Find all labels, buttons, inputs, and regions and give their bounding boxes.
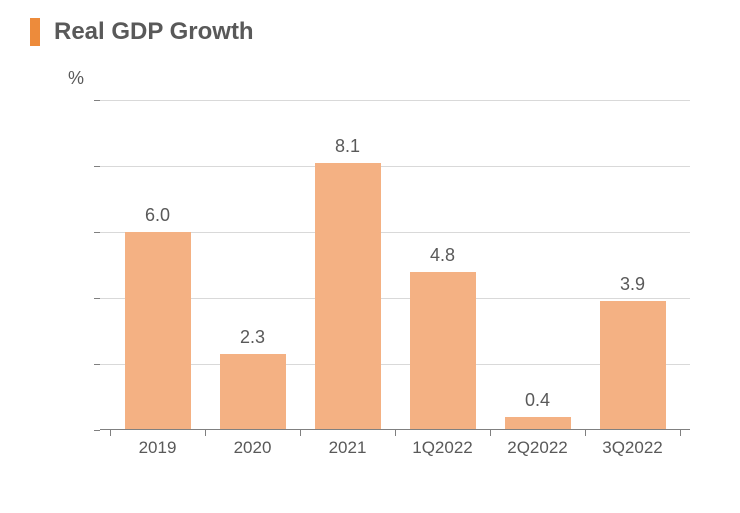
x-tick-mark	[110, 430, 111, 436]
bar-value-label: 0.4	[525, 390, 550, 411]
bar-slot: 3.9	[585, 100, 680, 430]
bar	[125, 232, 191, 430]
bar-slot: 2.3	[205, 100, 300, 430]
x-tick-mark	[395, 430, 396, 436]
x-tick-label: 2019	[110, 438, 205, 458]
bar	[315, 163, 381, 430]
bar-slot: 8.1	[300, 100, 395, 430]
accent-bar	[30, 18, 40, 46]
y-tick-mark	[94, 430, 100, 431]
x-axis-labels: 2019202020211Q20222Q20223Q2022	[100, 438, 690, 458]
chart-title: Real GDP Growth	[54, 18, 254, 46]
plot-area: 6.0 2.3 8.1 4.8 0.4 3.9	[100, 100, 690, 430]
x-tick-mark	[585, 430, 586, 436]
bar-slot: 6.0	[110, 100, 205, 430]
x-tick-mark	[490, 430, 491, 436]
bar-value-label: 4.8	[430, 245, 455, 266]
bar-value-label: 8.1	[335, 136, 360, 157]
y-axis-labels: 0.02.04.06.08.010.0	[0, 100, 100, 430]
bar	[220, 354, 286, 430]
x-tick-label: 2Q2022	[490, 438, 585, 458]
x-tick-mark	[205, 430, 206, 436]
x-tick-label: 1Q2022	[395, 438, 490, 458]
y-axis-unit: %	[68, 68, 84, 89]
bar-value-label: 3.9	[620, 274, 645, 295]
x-tick-mark	[300, 430, 301, 436]
chart-header: Real GDP Growth	[0, 0, 740, 46]
bar-slot: 0.4	[490, 100, 585, 430]
x-tick-label: 2021	[300, 438, 395, 458]
bar	[410, 272, 476, 430]
x-tick-mark	[680, 430, 681, 436]
bar-slot: 4.8	[395, 100, 490, 430]
bar-value-label: 6.0	[145, 205, 170, 226]
x-tick-label: 3Q2022	[585, 438, 680, 458]
bar	[600, 301, 666, 430]
x-tick-label: 2020	[205, 438, 300, 458]
bars-container: 6.0 2.3 8.1 4.8 0.4 3.9	[100, 100, 690, 430]
bar-value-label: 2.3	[240, 327, 265, 348]
